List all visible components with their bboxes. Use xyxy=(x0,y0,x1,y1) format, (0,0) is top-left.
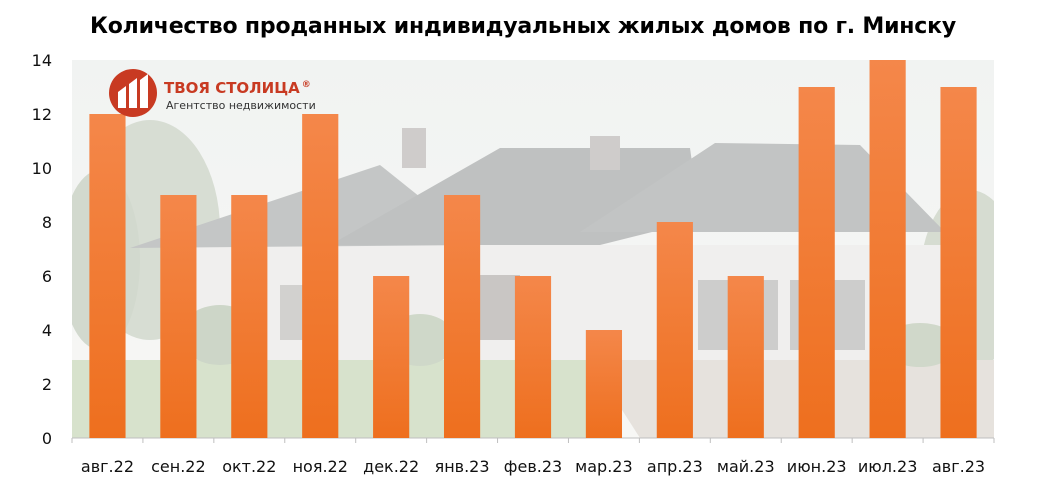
bars xyxy=(89,60,977,438)
logo-title: ТВОЯ СТОЛИЦА ® xyxy=(164,79,311,97)
house-logo-icon-bars xyxy=(118,74,148,108)
logo: ТВОЯ СТОЛИЦА ® Агентство недвижимости xyxy=(109,69,316,117)
x-tick-label: фев.23 xyxy=(504,457,562,476)
y-tick-label: 8 xyxy=(42,213,52,232)
y-tick-label: 14 xyxy=(32,51,52,70)
bar xyxy=(585,330,623,438)
y-axis: 0 2 4 6 8 10 12 14 xyxy=(32,51,52,448)
bar xyxy=(798,87,835,438)
bar xyxy=(160,195,197,438)
x-tick-label: апр.23 xyxy=(647,457,703,476)
bar xyxy=(514,276,552,438)
bar xyxy=(302,114,339,438)
x-tick-label: авг.22 xyxy=(81,457,134,476)
y-tick-label: 12 xyxy=(32,105,52,124)
x-tick-label: окт.22 xyxy=(222,457,276,476)
y-tick-label: 0 xyxy=(42,429,52,448)
x-tick-label: янв.23 xyxy=(435,457,490,476)
x-tick-label: ноя.22 xyxy=(293,457,348,476)
bar xyxy=(869,60,906,438)
x-axis: авг.22 сен.22 окт.22 ноя.22 дек.22 янв.23 фев.… xyxy=(71,438,995,476)
bar xyxy=(656,222,693,438)
x-tick-label: дек.22 xyxy=(363,457,419,476)
x-tick-label: июл.23 xyxy=(858,457,918,476)
bar xyxy=(443,195,481,438)
x-tick-label: мар.23 xyxy=(575,457,632,476)
bar xyxy=(231,195,268,438)
x-tick-label: июн.23 xyxy=(787,457,847,476)
chart-title: Количество проданных индивидуальных жилы… xyxy=(89,14,957,39)
y-tick-label: 6 xyxy=(42,267,52,286)
y-tick-label: 10 xyxy=(32,159,52,178)
x-tick-label: авг.23 xyxy=(932,457,985,476)
bar xyxy=(940,87,977,438)
logo-tagline: Агентство недвижимости xyxy=(166,99,316,112)
y-tick-label: 4 xyxy=(42,321,52,340)
x-tick-label: сен.22 xyxy=(151,457,206,476)
bar xyxy=(727,276,764,438)
y-tick-label: 2 xyxy=(42,375,52,394)
x-tick-label: май.23 xyxy=(717,457,775,476)
bar xyxy=(373,276,410,438)
bar xyxy=(89,114,126,438)
